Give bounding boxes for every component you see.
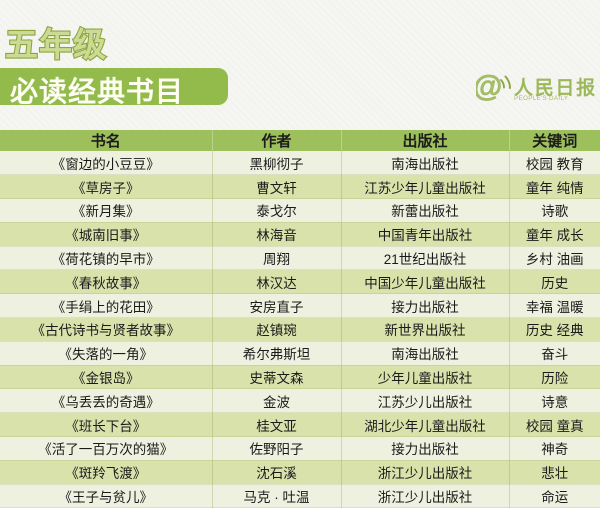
svg-text:五年级: 五年级 [5,26,107,63]
svg-text:@: @ [476,72,502,102]
